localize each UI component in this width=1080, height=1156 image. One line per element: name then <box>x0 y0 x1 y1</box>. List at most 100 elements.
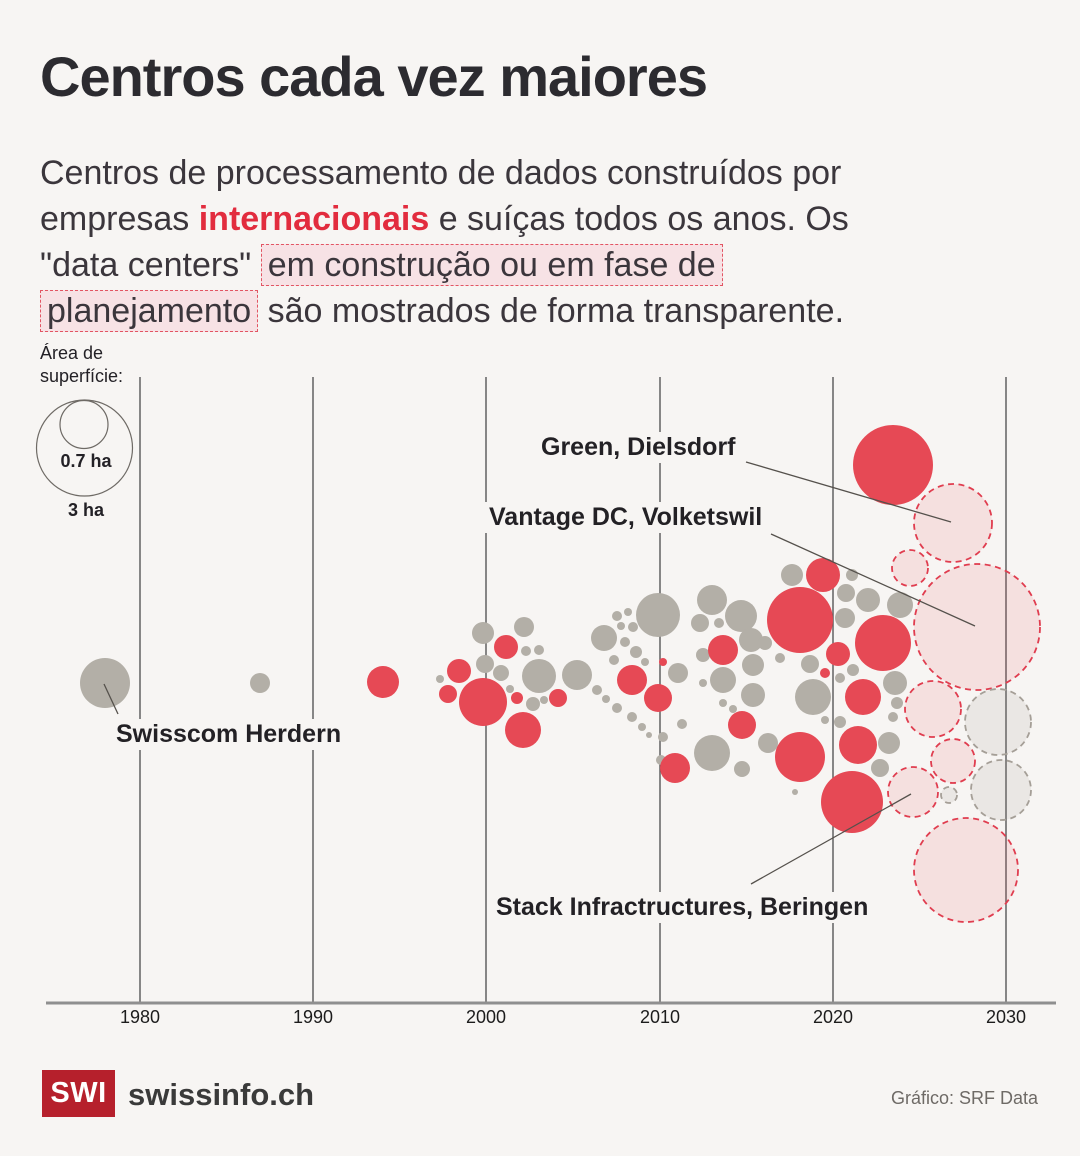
bubble <box>758 733 778 753</box>
bubble <box>775 732 825 782</box>
bubble <box>80 658 130 708</box>
bubble <box>835 673 845 683</box>
bubble <box>913 563 1041 691</box>
bubble <box>883 671 907 695</box>
bubble <box>592 685 602 695</box>
bubble <box>522 659 556 693</box>
bubble <box>658 732 668 742</box>
size-legend-title: Área de superfície: <box>40 343 124 386</box>
bubble <box>562 660 592 690</box>
bubble <box>659 658 667 666</box>
chart-credit: Gráfico: SRF Data <box>890 1088 1038 1108</box>
subtitle-line1: Centros de processamento de dados constr… <box>40 154 842 192</box>
bubble <box>694 735 730 771</box>
bubble <box>534 645 544 655</box>
bubble <box>853 425 933 505</box>
bubble <box>888 712 898 722</box>
annotation-swisscom-herdern: Swisscom Herdern <box>110 719 348 750</box>
bubble <box>739 628 763 652</box>
bubble <box>821 716 829 724</box>
bubble <box>758 636 772 650</box>
bubble <box>630 646 642 658</box>
bubble <box>856 588 880 612</box>
bubble <box>728 711 756 739</box>
bubble <box>624 608 632 616</box>
bubble <box>834 716 846 728</box>
bubble <box>644 684 672 712</box>
size-legend-big-label: 3 ha <box>67 500 105 520</box>
bubble <box>617 622 625 630</box>
subtitle: Centros de processamento de dados constr… <box>40 150 1050 334</box>
brand-name: swissinfo.ch <box>128 1077 315 1112</box>
bubble <box>636 593 680 637</box>
bubble <box>436 675 444 683</box>
subtitle-highlight-construction: em construção ou em fase de <box>260 244 723 286</box>
x-tick-2000: 2000 <box>465 1007 507 1027</box>
bubble <box>511 692 523 704</box>
bubble <box>847 664 859 676</box>
subtitle-highlight-planning: planejamento <box>40 290 259 332</box>
bubble <box>612 611 622 621</box>
bubble <box>742 654 764 676</box>
subtitle-line4-post: são mostrados de forma transparente. <box>258 292 845 330</box>
bubble <box>821 771 883 833</box>
bubble <box>913 817 1019 923</box>
bubble <box>767 587 833 653</box>
page-title: Centros cada vez maiores <box>40 45 708 108</box>
bubble <box>826 642 850 666</box>
bubble <box>677 719 687 729</box>
bubble <box>459 678 507 726</box>
bubble <box>514 617 534 637</box>
bubble <box>904 680 962 738</box>
bubble <box>660 753 690 783</box>
bubble <box>439 685 457 703</box>
size-legend-circle-0 <box>59 399 109 450</box>
annotation-line-green <box>745 461 952 523</box>
bubble <box>719 699 727 707</box>
bubble <box>775 653 785 663</box>
bubble <box>781 564 803 586</box>
bubble <box>970 759 1032 821</box>
bubble <box>549 689 567 707</box>
annotation-green-dielsdorf: Green, Dielsdorf <box>535 432 742 463</box>
bubble <box>668 663 688 683</box>
x-tick-1990: 1990 <box>292 1007 334 1027</box>
bubble <box>540 696 548 704</box>
subtitle-line3-pre: "data centers" <box>40 246 261 284</box>
bubble <box>628 622 638 632</box>
subtitle-keyword-international: internacionais <box>198 200 430 238</box>
bubble <box>891 697 903 709</box>
bubble <box>845 679 881 715</box>
bubble <box>447 659 471 683</box>
annotation-line-swisscom <box>103 683 119 715</box>
bubble <box>855 615 911 671</box>
subtitle-line2-post: e suíças todos os anos. Os <box>429 200 849 238</box>
bubble <box>696 648 710 662</box>
bubble <box>617 665 647 695</box>
size-legend-small-label: 0.7 ha <box>60 451 112 471</box>
annotation-line-stack <box>750 793 912 885</box>
bubble <box>627 712 637 722</box>
bubble <box>641 658 649 666</box>
bubble <box>878 732 900 754</box>
annotation-line-vantage <box>770 533 976 627</box>
bubble <box>913 483 993 563</box>
bubble <box>729 705 737 713</box>
swi-logo: SWI <box>42 1070 115 1117</box>
bubble <box>697 585 727 615</box>
x-tick-2020: 2020 <box>812 1007 854 1027</box>
annotation-stack-beringen: Stack Infractructures, Beringen <box>490 892 875 923</box>
bubble <box>792 789 798 795</box>
bubble <box>710 667 736 693</box>
bubble <box>472 622 494 644</box>
bubble <box>725 600 757 632</box>
x-tick-2010: 2010 <box>639 1007 681 1027</box>
annotation-vantage-dc: Vantage DC, Volketswil <box>483 502 769 533</box>
bubble <box>891 549 929 587</box>
bubble <box>839 726 877 764</box>
bubble <box>521 646 531 656</box>
bubble <box>741 683 765 707</box>
bubble <box>367 666 399 698</box>
bubble <box>887 592 913 618</box>
